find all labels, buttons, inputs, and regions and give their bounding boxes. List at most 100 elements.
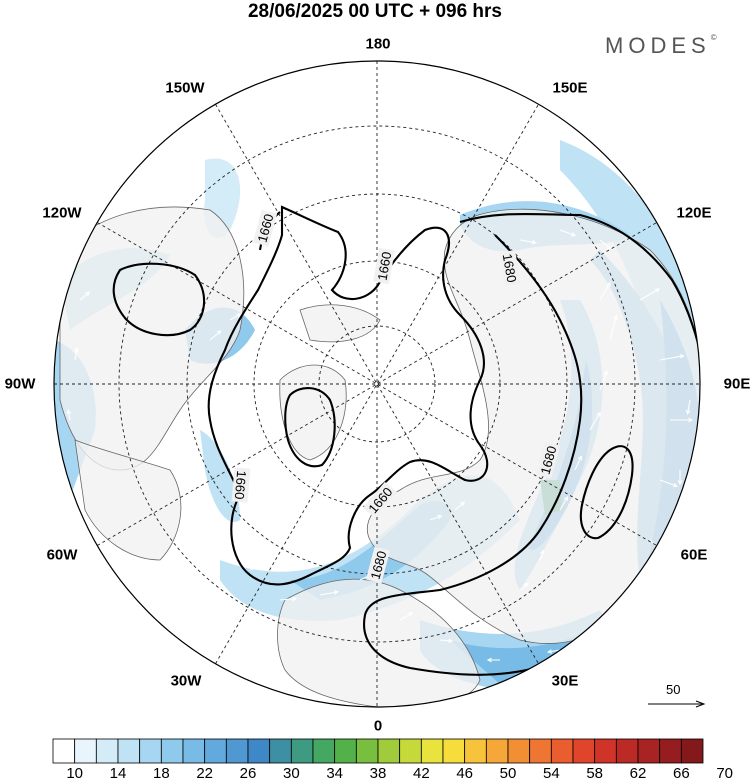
- colorbar-tick-labels: 10 14 18 22 26 30 34 38 42 46 50 54 58 62 66 70: [0, 765, 750, 782]
- wind-vector: [677, 470, 683, 486]
- longitude-label: 120W: [42, 204, 82, 222]
- wind-vector: [609, 314, 618, 341]
- colorbar-swatch: [74, 738, 97, 764]
- wind-vector: [559, 495, 569, 511]
- longitude-label: 60E: [680, 546, 708, 564]
- wind-vector: [659, 479, 679, 488]
- colorbar-swatch: [442, 738, 466, 764]
- graticule: [54, 61, 700, 707]
- land-masses: [59, 206, 700, 707]
- colorbar-swatch: [204, 738, 227, 764]
- wind-vector: [639, 288, 661, 301]
- longitude-label: 60W: [46, 546, 78, 564]
- colorbar-tick-label: 46: [456, 765, 473, 782]
- colorbar-swatch: [95, 738, 119, 764]
- wind-vector: [589, 411, 601, 431]
- wind-vector: [599, 281, 611, 301]
- colorbar-swatch: [182, 738, 206, 764]
- height-contour: [459, 212, 700, 381]
- wind-vector: [519, 582, 529, 591]
- longitude-label: 90E: [723, 375, 750, 393]
- colorbar-swatch: [485, 738, 509, 764]
- colorbar-swatch: [550, 738, 574, 764]
- wind-vector: [74, 346, 79, 361]
- colorbar-tick-label: 30: [282, 765, 300, 782]
- colorbar-tick-label: 18: [152, 765, 170, 782]
- colorbar-swatch: [160, 738, 184, 764]
- wind-vector: [598, 619, 611, 627]
- colorbar-swatch: [334, 738, 357, 764]
- longitude-label: 150E: [552, 79, 588, 97]
- colorbar-swatch: [312, 738, 336, 764]
- colorbar-swatch: [139, 738, 162, 764]
- modes-logo: MODES©: [605, 33, 717, 58]
- height-contour: [363, 234, 583, 676]
- colorbar-tick-label: 66: [672, 765, 690, 782]
- wind-vector: [685, 399, 691, 415]
- colorbar-swatch: [637, 738, 661, 764]
- colorbar-swatch: [529, 738, 552, 764]
- longitude-label: 90W: [4, 375, 36, 393]
- wind-vector: [249, 564, 265, 571]
- wind-vector: [429, 514, 443, 521]
- wind-vector: [659, 354, 685, 361]
- contour-label: 1680: [500, 253, 520, 284]
- land-outline: [74, 439, 182, 561]
- wind-vector: [559, 229, 577, 237]
- colorbar-tick-label: 22: [196, 765, 213, 782]
- wind-vector: [486, 657, 500, 663]
- colorbar-swatch: [225, 738, 249, 764]
- height-contour: [579, 445, 634, 540]
- longitude-label: 0: [373, 717, 383, 735]
- wind-vector: [574, 455, 583, 471]
- colorbar-tick-label: 62: [629, 765, 647, 782]
- height-contour: [112, 262, 206, 337]
- longitude-label: 30E: [551, 672, 579, 690]
- colorbar-swatch: [247, 738, 271, 764]
- longitude-label: 120E: [676, 204, 712, 222]
- wind-vector: [229, 313, 242, 321]
- wind-vector: [79, 291, 91, 301]
- colorbar-swatch: [507, 738, 531, 764]
- wind-vectors: [66, 229, 694, 663]
- colorbar-tick-label: 70: [716, 765, 733, 782]
- contour-label: 1660: [232, 470, 249, 500]
- wind-vector: [519, 239, 537, 245]
- colorbar-tick-label: 10: [66, 765, 83, 782]
- contour-label: 1680: [367, 549, 389, 581]
- colorbar-swatch: [594, 738, 617, 764]
- colorbar-swatch: [290, 738, 314, 764]
- colorbar-tick-label: 26: [239, 765, 257, 782]
- latitude-circle: [118, 125, 636, 643]
- chart-title: 28/06/2025 00 UTC + 096 hrs: [247, 1, 503, 22]
- colorbar-swatch: [572, 738, 596, 764]
- colorbar-tick-label: 38: [369, 765, 387, 782]
- colorbar-tick-label: 14: [109, 765, 127, 782]
- contour-label: 1660: [375, 251, 395, 282]
- height-contour: [284, 387, 336, 468]
- colorbar-swatch: [377, 738, 401, 764]
- wind-vector: [546, 649, 561, 654]
- colorbar-swatch: [615, 738, 639, 764]
- wind-vector: [599, 370, 608, 391]
- contour-label: 1660: [254, 212, 276, 244]
- colorbar: [52, 738, 704, 764]
- wind-vector: [279, 596, 298, 602]
- wind-vector: [209, 330, 222, 341]
- wind-vector: [539, 549, 545, 561]
- wind-vector: [454, 501, 466, 511]
- wind-vector: [439, 638, 454, 644]
- wind-vector: [66, 408, 72, 421]
- reference-vector-label: 50: [666, 682, 681, 697]
- wind-vector: [319, 590, 339, 596]
- longitude-label: 30W: [170, 672, 202, 690]
- wind-speed-area: [200, 430, 240, 522]
- colorbar-tick-label: 50: [499, 765, 517, 782]
- colorbar-tick-label: 34: [326, 765, 343, 782]
- colorbar-tick-label: 58: [586, 765, 603, 782]
- map-boundary: [53, 60, 701, 708]
- longitude-label: 150W: [165, 79, 205, 97]
- longitude-label: 180: [365, 35, 391, 53]
- colorbar-swatch: [680, 738, 704, 764]
